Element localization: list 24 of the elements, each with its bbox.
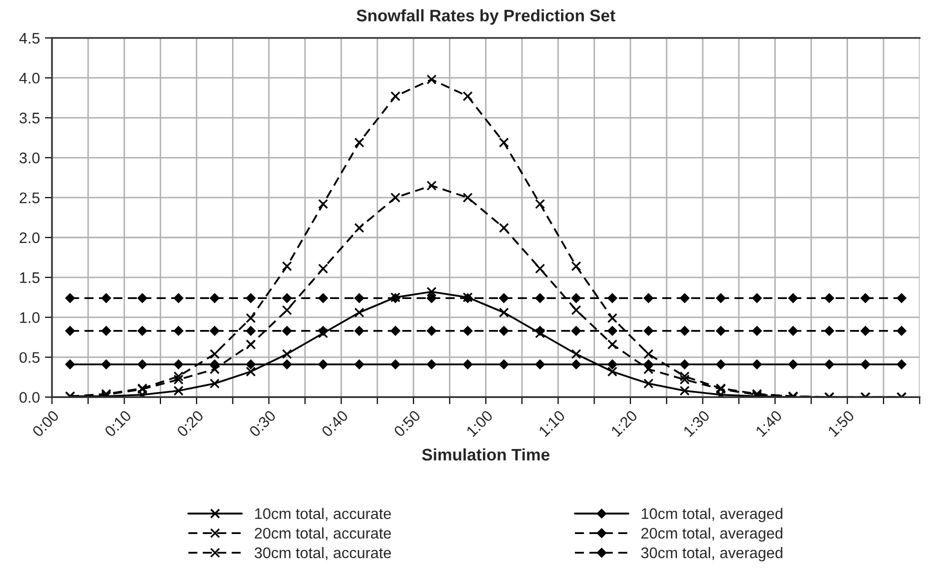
legend-label: 10cm total, averaged — [642, 508, 782, 522]
x-axis-title: Simulation Time — [422, 448, 550, 461]
legend-label: 30cm total, averaged — [641, 547, 782, 562]
x-tick-label: 0:40 — [320, 410, 349, 438]
x-tick-label: 0:30 — [248, 410, 276, 438]
legend-label: 30cm total, accurate — [254, 547, 391, 560]
y-tick-label: 0.5 — [20, 352, 40, 363]
x-tick-label: 0:20 — [176, 410, 204, 438]
y-tick-label: 1.0 — [20, 312, 40, 323]
y-tick-label: 0.0 — [20, 392, 40, 403]
legend-label: 20cm total, averaged — [641, 527, 782, 542]
y-tick-label: 4.0 — [19, 72, 40, 84]
y-tick-label: 3.5 — [20, 112, 40, 124]
legend-label: 10cm total, accurate — [255, 508, 391, 521]
x-tick-label: 0:10 — [104, 410, 132, 438]
y-tick-label: 2.5 — [20, 192, 40, 204]
y-tick-label: 4.5 — [19, 32, 40, 44]
y-tick-label: 1.5 — [20, 272, 40, 284]
x-tick-label: 0:50 — [393, 410, 421, 438]
y-tick-label: 3.0 — [20, 152, 40, 164]
chart-title: Snowfall Rates by Prediction Set — [356, 9, 616, 25]
legend-label: 20cm total, accurate — [254, 527, 391, 540]
y-tick-label: 2.0 — [20, 232, 40, 244]
x-tick-label: 0:00 — [32, 410, 60, 438]
